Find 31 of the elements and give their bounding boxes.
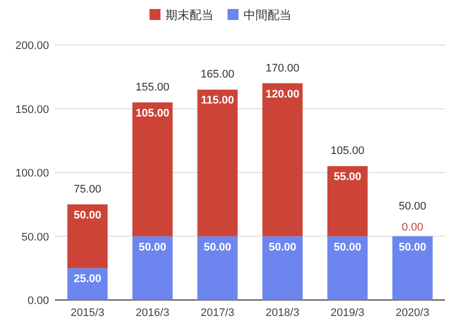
ytick: 200.00 — [15, 40, 49, 52]
legend-label: 中間配当 — [244, 8, 292, 22]
total: 75.00 — [74, 183, 102, 196]
xtick: 2018/3 — [266, 307, 300, 319]
data-label: 115.00 — [200, 94, 234, 107]
xtick: 2017/3 — [200, 307, 234, 319]
total: 105.00 — [330, 145, 364, 158]
ytick: 100.00 — [15, 168, 49, 180]
data-label: 120.00 — [266, 88, 300, 100]
total: 50.00 — [398, 200, 426, 212]
data-label: 50.00 — [204, 241, 232, 254]
data-label: 55.00 — [334, 171, 362, 184]
total: 165.00 — [200, 68, 234, 81]
ytick: 0.00 — [28, 295, 49, 307]
total: 155.00 — [136, 81, 170, 94]
xtick: 2020/3 — [396, 307, 430, 319]
data-label: 105.00 — [136, 107, 170, 120]
legend-label: 期末配当 — [166, 8, 214, 22]
total: 170.00 — [266, 62, 300, 74]
data-label: 25.00 — [74, 273, 102, 286]
xtick: 2016/3 — [136, 307, 170, 319]
ytick: 150.00 — [15, 104, 49, 116]
xtick: 2015/3 — [70, 307, 104, 319]
data-label: 50.00 — [334, 241, 362, 254]
data-label: 50.00 — [74, 209, 102, 222]
data-label: 0.00 — [402, 221, 424, 234]
xtick: 2019/3 — [330, 307, 364, 319]
data-label: 50.00 — [138, 241, 166, 254]
ytick: 50.00 — [21, 231, 49, 244]
data-label: 50.00 — [398, 241, 426, 254]
data-label: 50.00 — [268, 241, 296, 254]
